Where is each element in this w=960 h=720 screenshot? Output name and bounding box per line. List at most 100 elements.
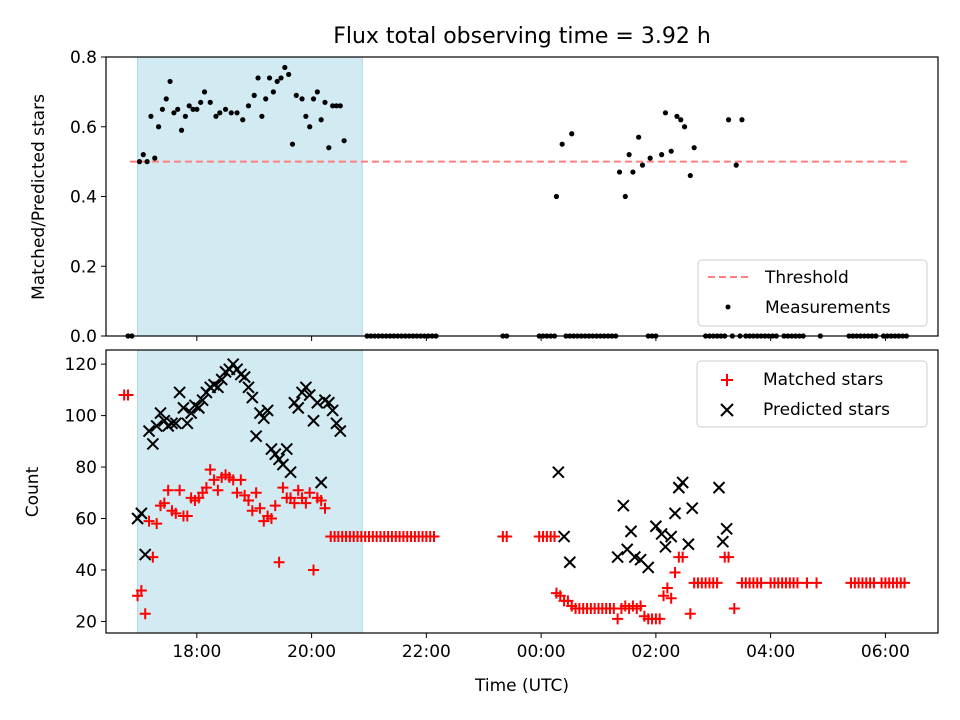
y-ratio-tick-label: 0.4 (70, 188, 97, 208)
predicted-star-point (642, 561, 655, 574)
matched-star-point (319, 502, 331, 514)
matched-star-point (661, 582, 673, 594)
measurement-point (341, 138, 347, 144)
measurement-point (299, 96, 305, 102)
matched-star-point (612, 613, 624, 625)
x-axis-label: Time (UTC) (474, 676, 569, 696)
predicted-star-point (292, 401, 305, 415)
predicted-star-point (611, 550, 624, 564)
measurement-point (167, 78, 173, 85)
matched-star-point (801, 577, 813, 589)
matched-star-point (208, 474, 220, 486)
y-ratio-tick-label: 0.6 (70, 118, 97, 138)
measurement-point (622, 193, 628, 200)
predicted-star-point (139, 548, 152, 561)
predicted-star-point (299, 381, 313, 394)
predicted-star-point (211, 381, 225, 394)
matched-star-point (791, 577, 803, 589)
predicted-star-point (173, 386, 186, 399)
matched-star-point (254, 502, 266, 514)
predicted-star-point (676, 476, 689, 489)
x-tick-label: 00:00 (517, 642, 566, 662)
plot-frame-count (105, 349, 939, 634)
predicted-star-point (284, 465, 297, 479)
predicted-star-point (322, 396, 336, 409)
measurement-point (691, 145, 697, 151)
predicted-star-point (215, 373, 228, 386)
legend-threshold-label: Threshold (764, 268, 849, 288)
measurement-point (636, 134, 642, 140)
measurement-point (310, 96, 317, 102)
measurement-point (307, 124, 313, 130)
matched-star-point (212, 484, 224, 496)
x-tick-label: 20:00 (287, 642, 336, 662)
legend-top: Threshold Measurements (697, 259, 928, 327)
measurement-point (148, 113, 154, 119)
observing-window-shade (137, 349, 363, 634)
measurement-point (733, 162, 739, 168)
measurement-point (213, 113, 219, 119)
measurement-point (626, 152, 632, 158)
legend-box (696, 360, 928, 428)
measurement-point (678, 117, 684, 123)
chart-title: Flux total observing time = 3.92 h (333, 24, 711, 49)
matched-star-point (122, 389, 134, 401)
measurement-point (739, 117, 745, 123)
measurement-point (266, 75, 273, 81)
x-tick-label: 22:00 (402, 642, 451, 662)
predicted-star-point (682, 538, 695, 551)
legend-predicted-swatch (720, 403, 734, 417)
measurement-point (668, 148, 674, 154)
predicted-star-point (192, 401, 205, 415)
predicted-star-point (257, 411, 271, 425)
predicted-star-point (154, 406, 167, 420)
legend-box (697, 259, 928, 327)
measurement-point (175, 106, 181, 112)
matched-star-point (174, 484, 186, 496)
measurement-point (217, 110, 223, 116)
measurement-point (171, 110, 177, 116)
matched-star-point (265, 513, 277, 525)
measurement-point (659, 152, 665, 158)
matched-star-point (158, 497, 170, 509)
matched-star-point (269, 500, 281, 512)
measurement-point (259, 113, 265, 119)
predicted-star-point (150, 419, 163, 433)
legend-matched-label: Matched stars (763, 370, 883, 390)
y-ratio-tick-label: 0.0 (70, 327, 97, 347)
measurement-point (725, 117, 732, 123)
measurement-point (178, 127, 185, 133)
panel-count: 20 40 60 80 100 120 18:00 20:00 22:00 00:00 02:00… (23, 349, 939, 696)
predicted-star-point (181, 417, 194, 430)
y-count-tick-label: 60 (75, 510, 97, 530)
measurement-point (337, 103, 343, 109)
predicted-star-point (146, 437, 160, 451)
measurement-point (278, 75, 284, 81)
measurement-point (186, 103, 192, 109)
predicted-star-point (557, 530, 571, 543)
predicted-star-point (686, 502, 699, 515)
measurement-point (163, 96, 169, 102)
legend-measurements-label: Measurements (765, 298, 891, 318)
matched-star-point (300, 497, 312, 509)
matched-star-point (549, 531, 561, 543)
matched-star-point (711, 577, 723, 589)
matched-star-point (235, 474, 247, 486)
matched-star-point (755, 577, 767, 589)
matched-star-point (250, 487, 262, 499)
measurement-point (155, 124, 162, 130)
measurement-point (662, 110, 669, 116)
matched-star-point (304, 487, 316, 499)
predicted-star-point (246, 391, 259, 404)
measurement-point (289, 141, 296, 147)
predicted-star-point (249, 429, 263, 443)
predicted-star-point (326, 404, 339, 417)
predicted-star-point (655, 527, 668, 541)
y-axis-label-count: Count (23, 466, 43, 517)
matched-star-point (292, 484, 304, 496)
panel-ratio: 0.0 0.2 0.4 0.6 0.8 Flux total observing tim… (29, 24, 939, 347)
measurement-point (194, 106, 200, 112)
measurement-point (255, 75, 261, 81)
measurement-point (245, 103, 252, 109)
